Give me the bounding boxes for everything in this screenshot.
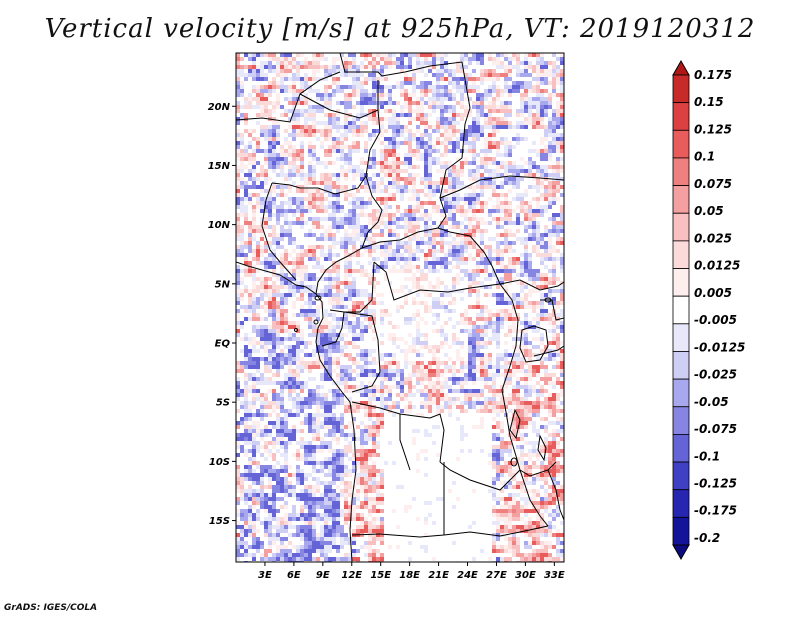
colorbar-swatch: [672, 434, 690, 463]
colorbar-swatch: [672, 489, 690, 518]
colorbar-label: 0.005: [694, 286, 732, 300]
border-line: [351, 525, 549, 538]
colorbar-label: 0.125: [694, 122, 732, 136]
colorbar-swatch: [672, 212, 690, 242]
border-line: [537, 434, 547, 462]
velocity-field: [236, 53, 564, 562]
colorbar-swatch: [672, 351, 690, 380]
border-line: [373, 261, 501, 301]
border-line: [361, 175, 383, 249]
map-figure: 20N 15N 10N 5N EQ 5S 10S 15S 3E 6E 9E 12E 15E 18E 21E…: [208, 52, 745, 581]
lat-tick-label: 15N: [208, 161, 231, 172]
lon-tick-label: 18E: [399, 570, 420, 581]
lat-tick-label: 20N: [208, 102, 231, 113]
border-line: [261, 182, 297, 281]
colorbar-label: -0.05: [694, 395, 729, 409]
lon-tick-label: 15E: [370, 570, 391, 581]
lat-tick-label: 5S: [216, 398, 230, 409]
lon-tick-label: 24E: [457, 570, 478, 581]
colorbar-label: -0.005: [694, 313, 737, 327]
border-line: [315, 247, 363, 295]
lon-tick-label: 9E: [316, 570, 330, 581]
border-line: [351, 401, 445, 463]
border-line: [399, 414, 411, 471]
border-line: [499, 283, 521, 471]
longitude-axis: 3E 6E 9E 12E 15E 18E 21E 24E 27E 30E 33E: [258, 562, 565, 581]
latitude-axis: 20N 15N 10N 5N EQ 5S 10S 15S: [208, 102, 236, 527]
border-line: [499, 279, 564, 291]
border-line: [439, 461, 521, 491]
border-line: [339, 53, 471, 125]
colorbar-label: 0.075: [694, 177, 732, 191]
border-line: [437, 227, 501, 285]
colorbar-label: 0.1: [694, 150, 715, 164]
lat-tick-label: 5N: [215, 279, 231, 290]
colorbar-swatch: [672, 129, 690, 159]
lon-tick-label: 21E: [428, 570, 449, 581]
footer-credit: GrADS: IGES/COLA: [4, 603, 98, 613]
colorbar-swatch: [672, 268, 690, 297]
island-outline: [314, 295, 322, 301]
country-borders: [236, 53, 564, 562]
border-line: [361, 227, 439, 249]
lat-tick-label: 10N: [208, 220, 231, 231]
border-line: [299, 80, 379, 119]
border-line: [271, 109, 381, 195]
colorbar-label: -0.175: [694, 504, 737, 518]
lon-tick-label: 30E: [515, 570, 536, 581]
border-line: [437, 123, 466, 229]
colorbar-swatch: [672, 240, 690, 269]
border-line: [540, 299, 564, 321]
colorbar-swatch: [672, 378, 690, 408]
colorbar-label: -0.1: [694, 449, 720, 463]
colorbar-swatch: [672, 406, 690, 435]
lat-tick-label: 10S: [209, 457, 230, 468]
colorbar-swatch: [672, 323, 690, 352]
colorbar-label: 0.025: [694, 231, 732, 245]
lon-tick-label: 12E: [341, 570, 362, 581]
island-outline: [544, 297, 552, 303]
border-line: [509, 408, 521, 440]
colorbar-swatch: [672, 295, 690, 325]
border-line: [519, 469, 549, 527]
border-line: [533, 345, 564, 357]
colorbar-swatch: [672, 461, 690, 491]
lon-tick-label: 33E: [544, 570, 565, 581]
colorbar-label: 0.0125: [694, 259, 740, 273]
lat-tick-label: 15S: [209, 516, 230, 527]
border-line: [236, 261, 357, 562]
colorbar-swatch: [672, 74, 690, 104]
colorbar-label: 0.05: [694, 204, 724, 218]
island-outline: [510, 457, 518, 467]
lon-tick-label: 27E: [486, 570, 507, 581]
island-outline: [294, 328, 298, 332]
map-title: Vertical velocity [m/s] at 925hPa, VT: 2…: [44, 14, 756, 44]
map-frame: [235, 52, 565, 563]
colorbar: 0.175 0.15 0.125 0.1 0.075 0.05 0.025 0.0125 0.0…: [672, 59, 745, 561]
colorbar-label: -0.2: [694, 531, 720, 545]
island-outline: [313, 319, 319, 325]
lat-tick-label: EQ: [215, 339, 231, 350]
colorbar-top-arrow: [672, 59, 690, 76]
border-line: [547, 469, 564, 521]
lon-tick-label: 3E: [258, 570, 272, 581]
colorbar-label: -0.025: [694, 368, 737, 382]
colorbar-label: -0.125: [694, 476, 737, 490]
colorbar-label: -0.0125: [694, 340, 745, 354]
border-line: [439, 175, 564, 199]
colorbar-label: 0.15: [694, 95, 724, 109]
lon-tick-label: 6E: [287, 570, 301, 581]
border-line: [236, 71, 341, 123]
border-line: [344, 261, 375, 313]
colorbar-swatch: [672, 185, 690, 214]
colorbar-label: -0.075: [694, 422, 737, 436]
colorbar-label: 0.175: [694, 68, 732, 82]
colorbar-swatch: [672, 102, 690, 131]
border-line: [519, 461, 557, 477]
colorbar-swatch: [672, 157, 690, 186]
colorbar-swatch: [672, 516, 690, 546]
colorbar-bottom-arrow: [672, 544, 690, 561]
border-line: [321, 311, 345, 347]
